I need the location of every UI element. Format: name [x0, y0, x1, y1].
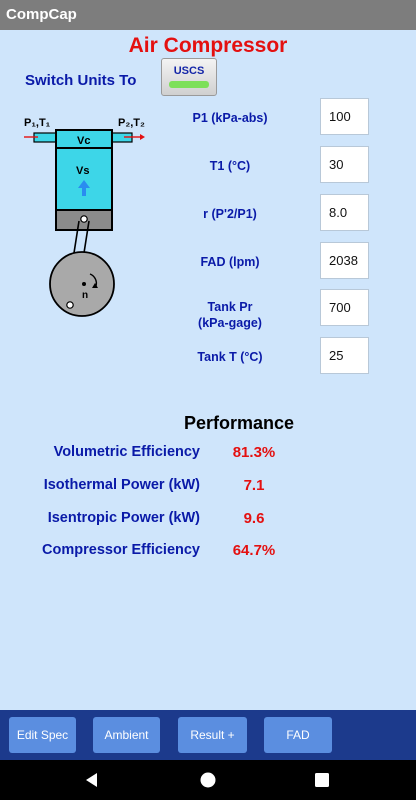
units-toggle-button[interactable]: USCS [161, 58, 217, 96]
page-title: Air Compressor [128, 34, 288, 57]
home-icon[interactable] [200, 772, 216, 788]
tank-temp-label: Tank T (°C) [197, 350, 263, 364]
performance-title: Performance [183, 413, 295, 433]
p1-input[interactable] [320, 98, 369, 135]
isothermal-power-value: 7.1 [243, 477, 265, 494]
pressure-ratio-input[interactable] [320, 194, 369, 231]
p1-label: P1 (kPa-abs) [192, 111, 268, 125]
piston-direction-arrow [78, 180, 90, 196]
tank-pressure-label-line2: (kPa-gage) [198, 316, 262, 330]
t1-input[interactable] [320, 146, 369, 183]
app-title-bar: CompCap [0, 0, 416, 30]
tank-pressure-input[interactable] [320, 289, 369, 326]
inlet-label: P₁,T₁ [24, 117, 51, 129]
fad-label: FAD (lpm) [200, 255, 260, 269]
pressure-ratio-label: r (P'2/P1) [203, 207, 257, 221]
isothermal-power-label: Isothermal Power (kW) [43, 477, 200, 493]
compressor-efficiency-label: Compressor Efficiency [42, 542, 200, 558]
app-title: CompCap [6, 6, 77, 23]
isentropic-power-label: Isentropic Power (kW) [47, 510, 200, 526]
speed-label: n [82, 290, 88, 301]
system-nav-bar [0, 760, 416, 800]
switch-units-label: Switch Units To [25, 72, 137, 89]
units-toggle-label: USCS [173, 65, 205, 77]
ambient-button[interactable]: Ambient [93, 717, 160, 753]
outlet-label: P₂,T₂ [118, 117, 145, 129]
result-plus-button[interactable]: Result + [178, 717, 247, 753]
volumetric-efficiency-label: Volumetric Efficiency [53, 444, 200, 460]
cylinder [55, 147, 113, 211]
recents-icon[interactable] [315, 773, 329, 787]
volumetric-efficiency-value: 81.3% [232, 444, 276, 461]
t1-label: T1 (°C) [209, 159, 251, 173]
edit-spec-button[interactable]: Edit Spec [9, 717, 76, 753]
toggle-indicator [169, 81, 209, 88]
tank-pressure-label-line1: Tank Pr [207, 300, 253, 314]
fad-input[interactable] [320, 242, 369, 279]
clearance-label: Vc [77, 135, 90, 147]
swept-label: Vs [76, 165, 89, 177]
compressor-efficiency-value: 64.7% [232, 542, 276, 559]
isentropic-power-value: 9.6 [243, 510, 265, 527]
tank-pressure-label: Tank Pr (kPa-gage) [150, 299, 310, 331]
compressor-diagram: P₁,T₁ P₂,T₂ Vc Vs n [24, 117, 145, 317]
tank-temp-input[interactable] [320, 337, 369, 374]
fad-button[interactable]: FAD [264, 717, 332, 753]
back-icon[interactable] [84, 772, 100, 788]
